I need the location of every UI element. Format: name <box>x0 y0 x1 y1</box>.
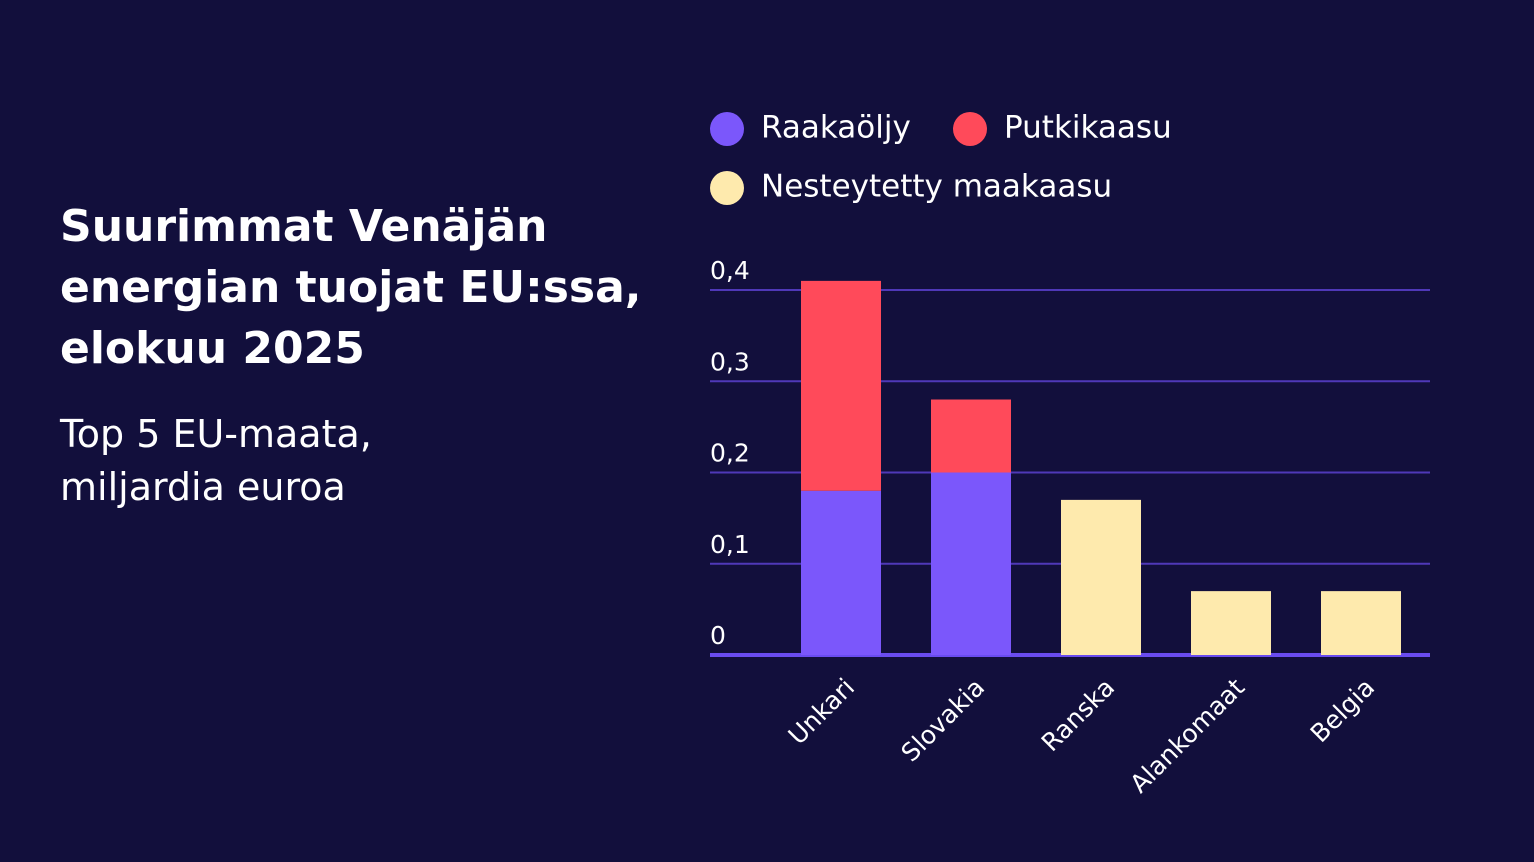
x-tick-label: Ranska <box>1036 673 1120 757</box>
bar-segment <box>931 399 1011 473</box>
legend-swatch <box>953 112 987 146</box>
x-tick-label: Belgia <box>1305 673 1380 748</box>
bar-segment <box>1191 591 1271 655</box>
bar-segment <box>1321 591 1401 655</box>
x-tick-label: Unkari <box>783 673 861 751</box>
x-tick-label: Slovakia <box>895 673 990 768</box>
legend-label: Raakaöljy <box>761 110 911 146</box>
x-tick-label: Alankomaat <box>1124 673 1250 799</box>
legend-swatch <box>710 171 744 205</box>
y-tick-label: 0,3 <box>710 347 750 376</box>
legend-swatch <box>710 112 744 146</box>
y-tick-label: 0,4 <box>710 256 750 285</box>
bar-segment <box>931 472 1011 655</box>
chart-title: Suurimmat Venäjän energian tuojat EU:ssa… <box>60 201 642 374</box>
y-tick-label: 0,1 <box>710 530 750 559</box>
y-tick-label: 0,2 <box>710 439 750 468</box>
y-tick-label: 0 <box>710 621 726 650</box>
bar-segment <box>801 280 881 491</box>
chart-subtitle: Top 5 EU-maata, miljardia euroa <box>60 412 372 509</box>
legend-label: Nesteytetty maakaasu <box>761 169 1112 205</box>
bar-segment <box>1061 499 1141 655</box>
legend-label: Putkikaasu <box>1004 110 1172 146</box>
bar-segment <box>801 490 881 655</box>
